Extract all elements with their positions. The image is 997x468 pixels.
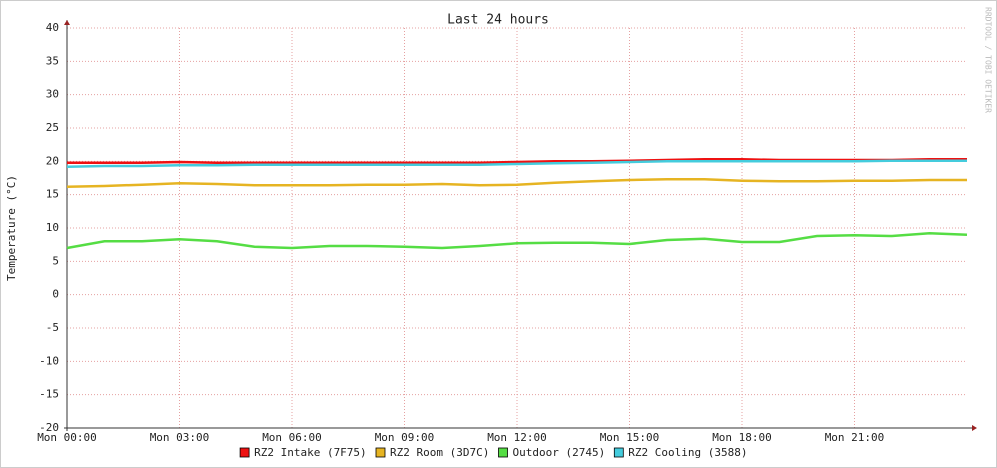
y-tick-label: -10 [39,354,59,367]
x-tick-label: Mon 03:00 [150,431,210,444]
x-axis-arrow [972,425,977,431]
y-tick-label: 40 [46,21,59,34]
y-axis-label: Temperature (°C) [5,175,18,281]
x-tick-label: Mon 21:00 [825,431,885,444]
y-tick-label: 20 [46,154,59,167]
x-tick-label: Mon 09:00 [375,431,435,444]
y-tick-label: 35 [46,54,59,67]
legend-label: RZ2 Intake (7F75) [254,446,367,459]
y-tick-label: 15 [46,188,59,201]
series-line [66,159,967,168]
legend-swatch [613,447,624,458]
legend-label: RZ2 Room (3D7C) [390,446,489,459]
legend-swatch [375,447,386,458]
series-line [66,178,967,188]
y-tick-label: -15 [39,388,59,401]
y-tick-label: 25 [46,121,59,134]
series-line [67,158,967,164]
series-line [66,232,968,250]
y-axis-arrow [64,20,70,25]
y-tick-label: 10 [46,221,59,234]
x-tick-label: Mon 06:00 [262,431,322,444]
watermark: RRDTOOL / TOBI OETIKER [984,7,993,113]
x-tick-label: Mon 18:00 [712,431,772,444]
x-tick-label: Mon 00:00 [37,431,97,444]
y-tick-label: 0 [52,288,59,301]
y-tick-label: -5 [46,321,59,334]
legend-swatch [498,447,508,458]
y-tick-label: 30 [46,88,59,101]
legend-label: Outdoor (2745) [513,446,606,459]
legend-label: RZ2 Cooling (3588) [628,446,747,459]
y-tick-label: -20 [39,421,59,434]
x-tick-label: Mon 12:00 [487,431,547,444]
chart-title: Last 24 hours [447,13,549,28]
x-tick-label: Mon 15:00 [600,431,660,444]
y-tick-label: 5 [52,254,59,267]
legend-swatch [239,447,250,458]
